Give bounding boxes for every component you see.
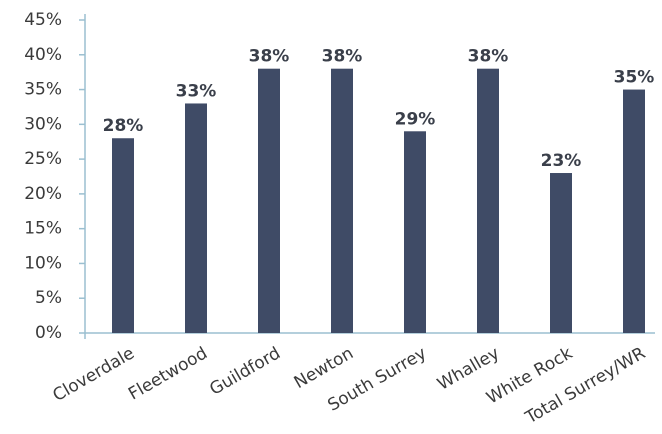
bar <box>331 68 353 333</box>
y-tick-label: 15% <box>24 219 62 239</box>
y-tick-label: 5% <box>35 288 62 308</box>
bar <box>623 89 645 333</box>
y-tick-label: 35% <box>24 80 62 100</box>
bar <box>477 68 499 333</box>
value-label: 38% <box>468 47 509 67</box>
bar <box>185 103 207 333</box>
bar <box>112 138 134 333</box>
x-tick-label: Guildford <box>206 343 284 399</box>
x-tick-label: Total Surrey/WR <box>521 343 649 428</box>
y-tick-label: 0% <box>35 323 62 343</box>
y-tick-label: 10% <box>24 253 62 273</box>
bar <box>258 68 280 333</box>
x-tick-label: Cloverdale <box>50 343 138 406</box>
bar <box>550 173 572 333</box>
value-label: 23% <box>541 151 582 171</box>
y-tick-label: 20% <box>24 184 62 204</box>
value-label: 35% <box>614 68 655 88</box>
value-label: 33% <box>176 81 217 101</box>
y-tick-label: 40% <box>24 45 62 65</box>
y-tick-label: 45% <box>24 10 62 30</box>
y-tick-label: 30% <box>24 114 62 134</box>
value-label: 29% <box>395 109 436 129</box>
y-tick-label: 25% <box>24 149 62 169</box>
value-label: 38% <box>249 47 290 67</box>
bar <box>404 131 426 333</box>
value-label: 28% <box>103 116 144 136</box>
x-tick-label: Fleetwood <box>125 343 211 404</box>
value-label: 38% <box>322 47 363 67</box>
